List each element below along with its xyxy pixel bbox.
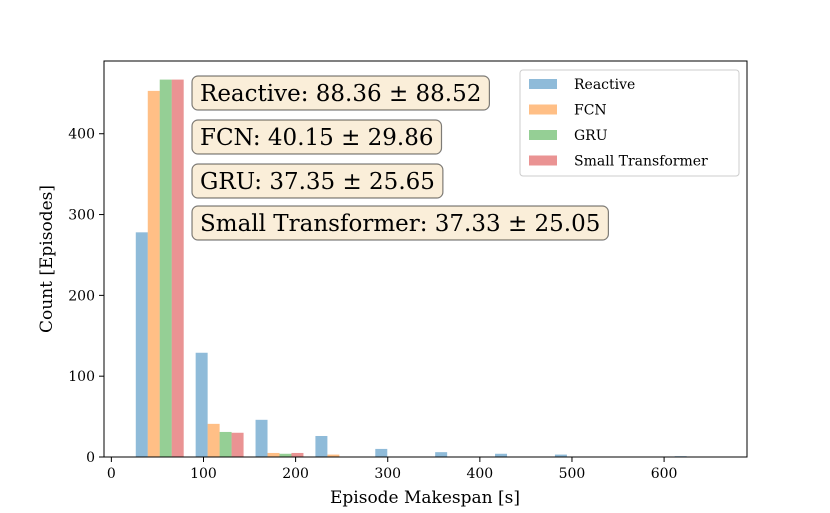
legend-label-small-transformer: Small Transformer	[574, 154, 708, 170]
bar-reactive-bin-3	[315, 435, 328, 457]
x-axis-ticks: 0 100 200 300 400 500 600	[107, 457, 678, 482]
stat-annotation-box: FCN: 40.15 ± 29.86	[191, 119, 443, 155]
x-tick-label: 200	[282, 466, 309, 482]
x-tick-label: 0	[107, 466, 116, 482]
y-tick-label: 0	[86, 450, 95, 466]
bar-reactive-bin-6	[495, 453, 508, 457]
stat-annotation-text: GRU: 37.35 ± 25.65	[200, 169, 435, 195]
x-tick-label: 100	[190, 466, 217, 482]
legend-swatch-reactive	[529, 79, 557, 89]
legend-label-fcn: FCN	[574, 103, 607, 119]
bar-reactive-bin-2	[255, 419, 268, 457]
stat-annotation-box: Small Transformer: 37.33 ± 25.05	[191, 205, 609, 241]
stat-annotation-text: Small Transformer: 37.33 ± 25.05	[200, 211, 600, 237]
x-tick-label: 300	[374, 466, 401, 482]
stat-annotation-text: Reactive: 88.36 ± 88.52	[200, 81, 481, 107]
plot-frame	[103, 60, 748, 458]
bar-small-transformer-bin-1	[231, 432, 244, 457]
legend-swatch-gru	[529, 130, 557, 140]
legend: Reactive FCN GRU Small Transformer	[519, 69, 740, 177]
stat-annotation-box: GRU: 37.35 ± 25.65	[191, 163, 444, 199]
y-tick-label: 200	[68, 288, 95, 304]
bar-fcn-bin-2	[267, 452, 280, 457]
bar-reactive-bin-7	[554, 454, 567, 457]
bar-gru-bin-0	[159, 79, 172, 457]
y-axis-ticks: 0 100 200 300 400	[68, 127, 104, 466]
bar-gru-bin-1	[219, 431, 232, 457]
stat-annotations: Reactive: 88.36 ± 88.52 FCN: 40.15 ± 29.8…	[191, 75, 609, 241]
x-tick-label: 600	[651, 466, 678, 482]
bar-fcn-bin-1	[207, 423, 220, 457]
bar-reactive-bin-0	[135, 232, 148, 457]
stat-annotation-bg	[191, 119, 443, 155]
x-axis-label: Episode Makespan [s]	[330, 488, 520, 508]
bar-gru-bin-2	[279, 453, 292, 457]
legend-swatch-fcn	[529, 104, 557, 115]
bar-reactive-bin-1	[195, 352, 208, 457]
y-tick-label: 400	[68, 127, 95, 143]
stat-annotation-text: FCN: 40.15 ± 29.86	[200, 125, 434, 151]
bar-fcn-bin-3	[327, 454, 340, 457]
y-tick-label: 100	[68, 369, 95, 385]
x-tick-label: 400	[466, 466, 493, 482]
y-tick-label: 300	[68, 208, 95, 224]
bar-small-transformer-bin-2	[291, 452, 304, 457]
bar-reactive-bin-5	[435, 452, 448, 457]
stat-annotation-bg	[191, 205, 609, 241]
bar-reactive-bin-4	[375, 448, 388, 457]
legend-swatch-small-transformer	[529, 155, 557, 166]
x-tick-label: 500	[559, 466, 586, 482]
y-axis-label: Count [Episodes]	[37, 185, 57, 333]
bar-fcn-bin-0	[147, 90, 160, 458]
stat-annotation-bg	[191, 75, 490, 111]
legend-label-gru: GRU	[574, 128, 608, 144]
stat-annotation-box: Reactive: 88.36 ± 88.52	[191, 75, 490, 111]
legend-frame	[519, 69, 740, 177]
bar-small-transformer-bin-0	[171, 79, 184, 457]
stat-annotation-bg	[191, 163, 444, 199]
bars-layer	[135, 79, 687, 458]
legend-label-reactive: Reactive	[574, 77, 635, 93]
